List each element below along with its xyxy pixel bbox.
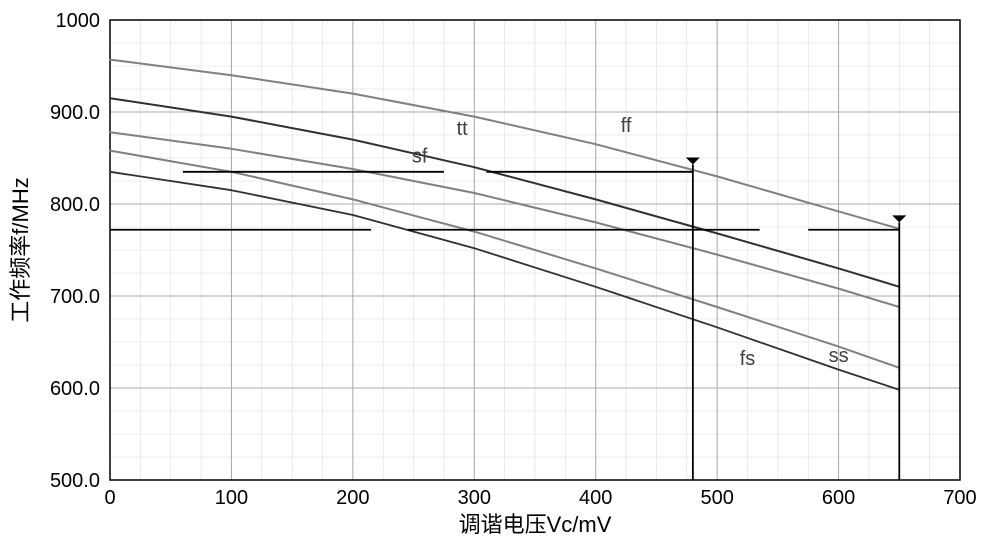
series-label-ff: ff [621,115,632,137]
y-axis-label: 工作频率f/MHz [8,177,33,322]
y-tick-label: 900.0 [50,102,100,124]
series-label-ss: ss [829,345,849,367]
frequency-vs-voltage-chart: ff tt sf fs ss 0 100 200 300 400 500 600 700 500.0 600… [0,0,1000,549]
x-tick-label: 0 [104,487,115,509]
series-label-tt: tt [457,118,469,140]
series-label-fs: fs [740,348,756,370]
y-tick-label: 700.0 [50,286,100,308]
y-tick-label: 600.0 [50,378,100,400]
y-tick-label: 800.0 [50,194,100,216]
x-tick-label: 400 [579,487,612,509]
y-tick-label: 500.0 [50,470,100,492]
x-tick-label: 500 [700,487,733,509]
y-tick-label: 1000 [56,10,101,32]
x-tick-label: 100 [215,487,248,509]
x-tick-label: 200 [336,487,369,509]
x-tick-label: 700 [943,487,976,509]
x-tick-label: 600 [822,487,855,509]
x-tick-label: 300 [458,487,491,509]
series-label-sf: sf [412,146,428,168]
x-axis-label: 调谐电压Vc/mV [459,512,612,537]
